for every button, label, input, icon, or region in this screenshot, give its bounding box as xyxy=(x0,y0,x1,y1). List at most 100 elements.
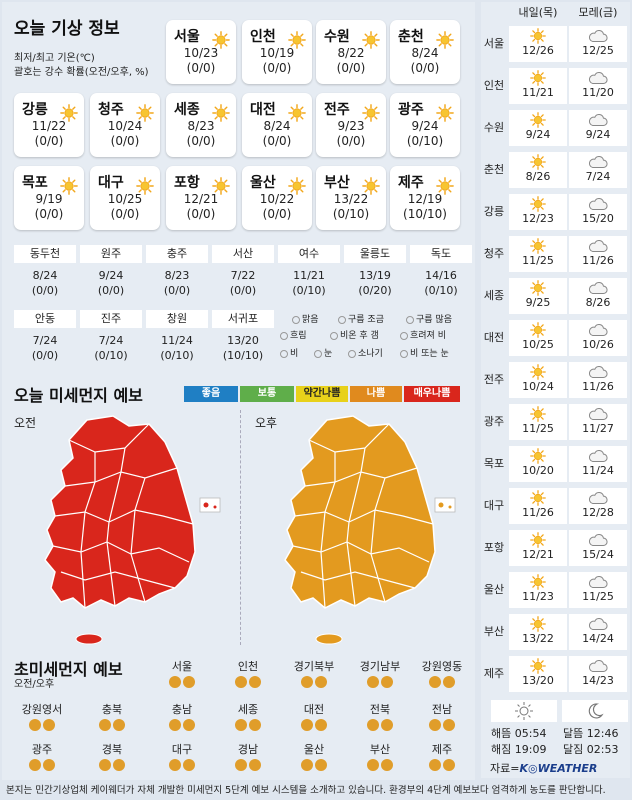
weather-legend-item: 구름 많음 xyxy=(406,312,452,325)
small-city-name: 충주 xyxy=(146,245,208,263)
weather-type-icon xyxy=(400,331,408,340)
dust-title: 오늘 미세먼지 예보 xyxy=(14,386,143,405)
weather-legend-label: 눈 xyxy=(324,349,333,359)
forecast-dayafter-temp: 11/20 xyxy=(582,86,614,99)
city-name: 광주 xyxy=(398,102,424,118)
forecast-tomorrow: 13/22 xyxy=(509,614,567,650)
weather-legend-label: 소나기 xyxy=(358,349,383,359)
sun-icon xyxy=(529,28,547,44)
small-city-rain: (0/10) xyxy=(292,284,326,297)
forecast-header-dayafter: 모레(금) xyxy=(578,6,618,19)
forecast-city: 울산 xyxy=(483,583,505,596)
dust-level-chip: 매우나쁨 xyxy=(404,386,460,402)
forecast-dayafter: 11/20 xyxy=(569,68,627,104)
sun-icon xyxy=(529,238,547,254)
forecast-dayafter: 11/24 xyxy=(569,446,627,482)
sun-icon xyxy=(529,658,547,674)
am-level-dot xyxy=(429,759,441,771)
weather-legend-item: 구름 조금 xyxy=(338,312,384,325)
weather-legend-item: 비 또는 눈 xyxy=(400,346,449,359)
sun-icon xyxy=(529,280,547,296)
am-level-dot xyxy=(367,676,379,688)
cloud-icon xyxy=(588,406,608,422)
moonset-time: 달짐 02:53 xyxy=(563,743,619,756)
am-level-dot xyxy=(29,719,41,731)
weather-type-icon xyxy=(400,349,408,358)
ultrafine-city: 대전 xyxy=(282,701,346,734)
small-city-rain: (0/0) xyxy=(31,284,59,297)
pm-level-dot xyxy=(315,676,327,688)
moonrise-time: 달뜸 12:46 xyxy=(563,727,619,740)
forecast-tomorrow: 10/25 xyxy=(509,320,567,356)
forecast-tomorrow-temp: 11/25 xyxy=(522,254,554,267)
weather-legend-label: 맑음 xyxy=(302,315,319,325)
city-card: 인천 10/19 (0/0) xyxy=(242,20,312,84)
city-rain: (0/0) xyxy=(186,61,216,75)
city-temp: 10/23 xyxy=(183,46,219,60)
forecast-dayafter-temp: 14/24 xyxy=(582,632,614,645)
forecast-row: 청주 11/25 11/26 xyxy=(481,234,630,274)
pm-level-dot xyxy=(249,759,261,771)
ultrafine-city-name: 경기북부 xyxy=(293,660,335,673)
city-rain: (0/0) xyxy=(186,207,216,221)
forecast-row: 인천 11/21 11/20 xyxy=(481,66,630,106)
city-card: 부산 13/22 (0/10) xyxy=(316,166,386,230)
sunset-time: 해짐 19:09 xyxy=(491,743,547,756)
city-card: 수원 8/22 (0/0) xyxy=(316,20,386,84)
small-city-name: 울릉도 xyxy=(344,245,406,263)
ultrafine-city: 경기북부 xyxy=(282,658,346,691)
dust-level-chip: 좋음 xyxy=(184,386,238,402)
ultrafine-city: 광주 xyxy=(10,741,74,774)
ultrafine-city-name: 충남 xyxy=(171,703,193,716)
ultrafine-city-name: 충북 xyxy=(101,703,123,716)
moon-icon xyxy=(588,703,604,719)
ultrafine-city: 부산 xyxy=(348,741,412,774)
forecast-tomorrow: 11/25 xyxy=(509,236,567,272)
weather-legend-item: 비 xyxy=(280,346,298,359)
pm-level-dot xyxy=(183,676,195,688)
ultrafine-city: 세종 xyxy=(216,701,280,734)
small-city-name: 동두천 xyxy=(14,245,76,263)
small-city-rain: (0/0) xyxy=(163,284,191,297)
forecast-city: 광주 xyxy=(483,415,505,428)
city-card: 강릉 11/22 (0/0) xyxy=(14,93,84,157)
city-card: 제주 12/19 (10/10) xyxy=(390,166,460,230)
pm-label: 오후 xyxy=(255,416,278,430)
weather-legend-label: 흐려져 비 xyxy=(410,331,446,341)
city-name: 인천 xyxy=(250,29,276,45)
forecast-tomorrow: 12/23 xyxy=(509,194,567,230)
weather-type-icon xyxy=(314,349,322,358)
forecast-dayafter: 9/24 xyxy=(569,110,627,146)
small-city-name: 원주 xyxy=(80,245,142,263)
cloud-icon xyxy=(588,196,608,212)
city-card: 춘천 8/24 (0/0) xyxy=(390,20,460,84)
ultrafine-city-name: 울산 xyxy=(303,743,325,756)
forecast-dayafter: 12/25 xyxy=(569,26,627,62)
small-city-temp: 11/21 xyxy=(293,269,325,282)
sun-icon xyxy=(529,196,547,212)
weather-legend-item: 소나기 xyxy=(348,346,383,359)
am-level-dot xyxy=(367,719,379,731)
forecast-tomorrow-temp: 10/20 xyxy=(522,464,554,477)
weather-type-icon xyxy=(338,315,346,324)
forecast-dayafter-temp: 11/24 xyxy=(582,464,614,477)
forecast-tomorrow: 10/20 xyxy=(509,446,567,482)
small-city-name: 여수 xyxy=(278,245,340,263)
am-level-dot xyxy=(235,719,247,731)
ultrafine-city-name: 제주 xyxy=(431,743,453,756)
city-temp: 10/22 xyxy=(259,192,295,206)
forecast-dayafter: 12/28 xyxy=(569,488,627,524)
city-rain: (0/0) xyxy=(34,207,64,221)
ultrafine-city: 제주 xyxy=(410,741,474,774)
weather-type-icon xyxy=(406,315,414,324)
weather-type-icon xyxy=(330,331,338,340)
ultrafine-subtitle: 오전/오후 xyxy=(14,679,55,690)
today-title: 오늘 기상 정보 xyxy=(14,19,120,39)
ultrafine-city: 경기남부 xyxy=(348,658,412,691)
forecast-tomorrow: 11/21 xyxy=(509,68,567,104)
pm-dust-map xyxy=(284,415,456,645)
forecast-city: 포항 xyxy=(483,541,505,554)
forecast-tomorrow: 11/26 xyxy=(509,488,567,524)
forecast-city: 인천 xyxy=(483,79,505,92)
dust-level-chip: 보통 xyxy=(240,386,294,402)
